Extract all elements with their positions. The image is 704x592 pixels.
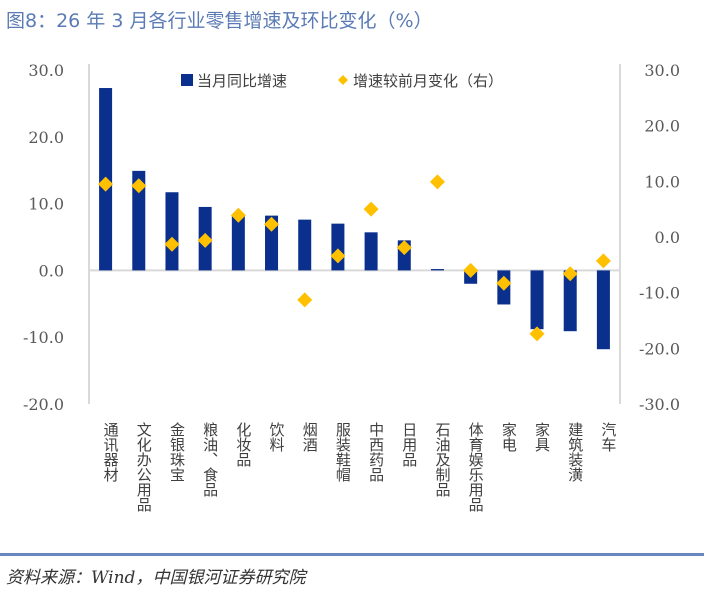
legend-bar-swatch (181, 74, 193, 86)
bar (298, 219, 312, 271)
diamond-marker (595, 253, 611, 269)
category-label: 服装鞋帽 (334, 422, 352, 482)
diamond-marker (131, 178, 147, 194)
source-note: 资料来源：Wind，中国银河证券研究院 (6, 568, 306, 588)
diamond-marker (463, 262, 479, 278)
bar (132, 170, 146, 271)
diamond-series (98, 174, 611, 342)
right-tick-label: -20.0 (639, 339, 680, 358)
diamond-marker (164, 236, 180, 252)
diamond-marker (230, 207, 246, 223)
diamond-marker (562, 266, 578, 282)
category-label: 烟酒 (301, 422, 319, 452)
bar (563, 270, 577, 332)
bar-series (99, 88, 610, 350)
right-tick-label: 10.0 (644, 172, 680, 191)
diamond-marker (496, 275, 512, 291)
diamond-marker (529, 326, 545, 342)
right-tick-label: -10.0 (639, 284, 680, 303)
category-label: 日用品 (400, 422, 418, 467)
diamond-marker (264, 216, 280, 232)
category-label: 家具 (533, 422, 551, 452)
right-axis-ticks: 30.0 20.0 10.0 0.0 -10.0 -20.0 -30.0 (639, 61, 680, 414)
bar (265, 215, 279, 271)
left-tick-label: 30.0 (28, 61, 64, 80)
right-tick-label: 0.0 (655, 228, 680, 247)
left-tick-label: 20.0 (28, 128, 64, 147)
right-tick-label: 20.0 (644, 117, 680, 136)
diamond-marker (297, 292, 313, 308)
right-tick-label: -30.0 (639, 395, 680, 414)
category-label: 体育娱乐用品 (467, 422, 485, 512)
chart-title: 图8：26 年 3 月各行业零售增速及环比变化（%） (6, 10, 433, 32)
diamond-marker (197, 232, 213, 248)
bar (165, 192, 179, 271)
category-label: 粮油、食品 (201, 422, 219, 497)
category-label: 石油及制品 (433, 422, 451, 497)
bar (231, 215, 245, 271)
category-label: 饮料 (268, 422, 286, 452)
diamond-marker (363, 201, 379, 217)
left-axis-ticks: 30.0 20.0 10.0 0.0 -10.0 -20.0 (23, 61, 64, 414)
bar (364, 232, 378, 271)
left-tick-label: 10.0 (28, 195, 64, 214)
right-tick-label: 30.0 (644, 61, 680, 80)
legend-diamond-swatch (338, 75, 348, 85)
category-label: 文化办公用品 (135, 422, 153, 512)
chart: 30.0 20.0 10.0 0.0 -10.0 -20.0 30.0 20.0 10.0 0.… (23, 61, 680, 512)
legend: 当月同比增速 增速较前月变化（右） (181, 72, 503, 90)
category-label: 建筑装潢 (566, 422, 584, 482)
left-tick-label: 0.0 (39, 261, 64, 280)
category-label: 中西药品 (367, 422, 385, 482)
category-labels: 通讯器材 文化办公用品 金银珠宝 粮油、食品 化妆品 饮料 烟酒 服装鞋帽 中西药品 日用品 石油及… (102, 422, 618, 512)
category-label: 汽车 (599, 422, 617, 452)
diamond-marker (396, 240, 412, 256)
diamond-marker (330, 248, 346, 264)
left-tick-label: -10.0 (23, 328, 64, 347)
left-tick-label: -20.0 (23, 395, 64, 414)
legend-bar-label: 当月同比增速 (197, 72, 287, 90)
diamond-marker (98, 176, 114, 192)
legend-diamond-label: 增速较前月变化（右） (353, 72, 503, 90)
category-label: 通讯器材 (102, 422, 120, 482)
source-divider (0, 553, 704, 556)
category-label: 化妆品 (234, 422, 252, 467)
diamond-marker (429, 174, 445, 190)
bar (530, 270, 544, 330)
category-label: 家电 (500, 422, 518, 452)
bar (430, 269, 444, 271)
category-label: 金银珠宝 (168, 422, 186, 482)
bar (596, 270, 610, 350)
